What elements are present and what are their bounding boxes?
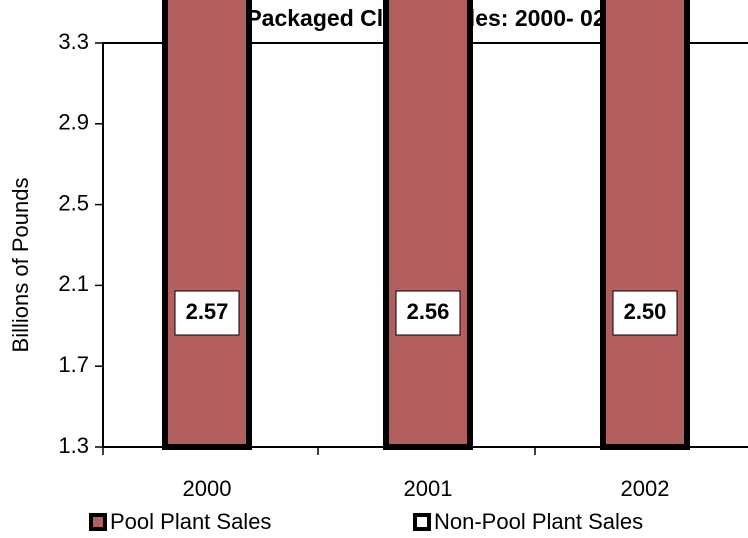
y-axis-label: Billions of Pounds	[8, 178, 33, 353]
x-tick-label: 2002	[621, 476, 670, 501]
data-label: 2.57	[186, 299, 229, 324]
label-box	[612, 290, 678, 336]
data-label: 2.50	[624, 299, 667, 324]
legend-swatch	[413, 513, 431, 531]
y-tick-label: 3.3	[58, 29, 89, 54]
y-tick-label: 1.7	[58, 352, 89, 377]
x-tick-label: 2000	[183, 476, 232, 501]
y-tick-label: 1.3	[58, 433, 89, 458]
legend-swatch	[89, 513, 107, 531]
legend-label: Non-Pool Plant Sales	[434, 509, 643, 534]
label-box	[395, 290, 461, 336]
data-label: 2.56	[407, 299, 450, 324]
label-box	[174, 290, 240, 336]
bar-segment	[162, 0, 252, 451]
bar-segment	[600, 0, 690, 450]
legend-label: Pool Plant Sales	[110, 509, 271, 534]
y-tick-label: 2.9	[58, 110, 89, 135]
y-tick-label: 2.5	[58, 190, 89, 215]
bar-segment	[383, 0, 473, 450]
y-tick-label: 2.1	[58, 271, 89, 296]
x-tick-label: 2001	[404, 476, 453, 501]
